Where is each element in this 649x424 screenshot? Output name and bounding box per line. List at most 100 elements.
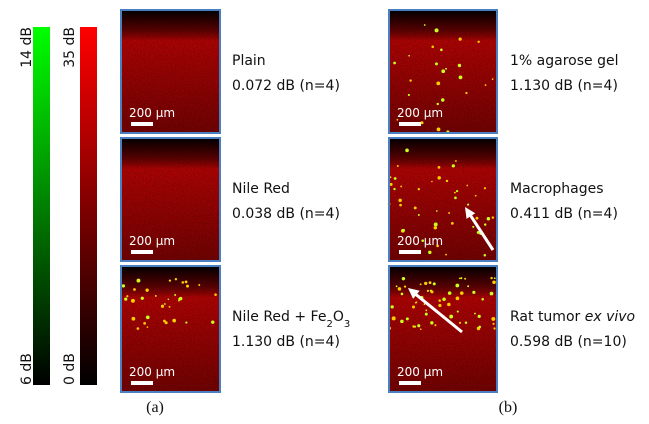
speckle <box>431 180 433 183</box>
speckle <box>456 310 459 313</box>
scale-bar <box>131 250 153 254</box>
speckle <box>414 301 417 304</box>
name-part: O <box>333 309 344 325</box>
speckle <box>467 285 470 288</box>
speckle <box>438 299 441 302</box>
speckle <box>493 327 496 330</box>
speckle <box>131 316 136 321</box>
name-part: Rat tumor <box>510 309 585 325</box>
speckle <box>486 216 491 221</box>
speckle <box>428 281 432 285</box>
speckle <box>417 324 421 328</box>
colorbar-label: 35 dB <box>62 27 78 68</box>
image-shade <box>121 10 220 133</box>
arrow-head <box>408 288 420 299</box>
speckle <box>407 93 410 97</box>
speckle <box>419 283 422 286</box>
speckle <box>408 54 410 57</box>
scale-bar-label: 200 μm <box>129 365 175 379</box>
name-part: Plain <box>232 53 266 69</box>
speckle <box>432 282 436 286</box>
speckle <box>423 24 426 26</box>
speckle <box>445 67 447 70</box>
speckle <box>424 312 428 316</box>
speckle <box>483 187 487 190</box>
speckle <box>458 75 463 80</box>
oct-image: 200 μm <box>387 137 498 262</box>
speckle <box>397 287 402 291</box>
speckle <box>436 210 438 212</box>
speckle <box>168 279 172 282</box>
sample-value: 1.130 dB (n=4) <box>510 78 618 94</box>
sample-name: Rat tumor ex vivo <box>510 309 635 325</box>
speckle <box>403 285 407 288</box>
speckle <box>133 288 136 291</box>
speckle <box>163 303 166 305</box>
speckle <box>425 309 428 312</box>
oct-image: 200 μm <box>120 265 221 393</box>
speckle <box>436 244 439 248</box>
speckle <box>400 319 404 324</box>
speckle <box>405 317 409 321</box>
colorbar-label: 0 dB <box>62 353 78 385</box>
speckle <box>491 317 496 321</box>
panel-label: (a) <box>146 399 164 416</box>
sample-name: Nile Red <box>232 181 290 197</box>
speckle <box>174 293 177 296</box>
speckle <box>455 189 459 193</box>
name-part: Nile Red + Fe <box>232 309 326 325</box>
sample-value: 1.130 dB (n=4) <box>232 334 340 350</box>
image-shade <box>121 138 220 261</box>
speckle <box>464 277 467 280</box>
speckle <box>483 253 487 257</box>
speckle <box>445 179 449 183</box>
speckle <box>401 276 406 281</box>
speckle <box>400 185 403 188</box>
name-part: 2 <box>326 319 332 330</box>
sample-name: 1% agarose gel <box>510 53 618 69</box>
speckle <box>460 277 463 280</box>
scale-bar-label: 200 μm <box>129 106 175 120</box>
sample-value: 0.598 dB (n=10) <box>510 334 627 350</box>
panel-label: (b) <box>499 399 518 416</box>
name-part: ex vivo <box>585 309 635 325</box>
speckle <box>136 279 139 281</box>
speckle <box>186 284 189 288</box>
speckle <box>458 321 462 324</box>
speckle <box>477 314 481 318</box>
speckle <box>440 48 443 52</box>
arrow <box>413 291 463 334</box>
speckle <box>481 297 484 301</box>
sample-name: Macrophages <box>510 181 604 197</box>
speckle <box>458 277 461 280</box>
speckle <box>167 298 170 301</box>
speckle <box>491 78 494 80</box>
speckle <box>164 321 168 325</box>
speckle <box>483 223 487 226</box>
speckle <box>211 320 215 324</box>
speckle <box>430 321 434 325</box>
sample-name: Nile Red + Fe2O3 <box>232 309 350 330</box>
speckle <box>436 127 441 132</box>
speckle <box>198 284 201 287</box>
speckle <box>433 226 438 230</box>
oct-image: 200 μm <box>388 9 498 134</box>
speckle <box>160 304 165 308</box>
speckle <box>393 187 396 191</box>
speckle <box>474 194 477 197</box>
speckle <box>437 176 441 180</box>
oct-image: 200 μm <box>120 9 221 134</box>
speckle <box>447 302 451 307</box>
speckle <box>405 148 409 153</box>
green-colorbar <box>33 27 50 385</box>
oct-image: 200 μm <box>387 265 498 393</box>
name-part: 3 <box>344 319 350 330</box>
speckle <box>464 321 468 324</box>
speckle <box>428 250 432 255</box>
speckle <box>440 98 445 102</box>
scale-bar <box>131 122 153 126</box>
name-part: Macrophages <box>510 181 604 197</box>
speckle <box>174 278 178 281</box>
speckle <box>417 187 421 191</box>
